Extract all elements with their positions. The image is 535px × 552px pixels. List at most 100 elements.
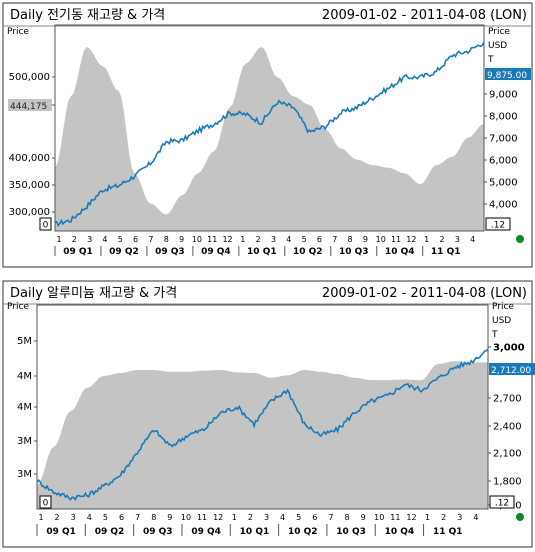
right-axis-label: USD: [492, 316, 511, 326]
x-month-label: 1: [38, 513, 43, 522]
plot-area: [37, 348, 488, 509]
x-quarter-label: 10 Q3: [339, 247, 369, 257]
left-tick-label: 4M: [17, 371, 32, 382]
x-month-label: 7: [135, 513, 140, 522]
x-quarter-label: 09 Q2: [109, 247, 139, 257]
right-axis-label: Price: [488, 27, 510, 37]
x-month-label: 6: [312, 513, 317, 522]
x-month-label: 12: [222, 235, 232, 244]
right-tick-label: 7,000: [489, 134, 518, 145]
x-quarter-label: 09 Q3: [143, 527, 173, 537]
x-quarter-label: 09 Q1: [46, 527, 76, 537]
x-quarter-label: 10 Q3: [336, 527, 366, 537]
x-month-label: 3: [271, 235, 276, 244]
x-month-label: 9: [179, 235, 184, 244]
x-month-label: 4: [286, 235, 291, 244]
chart-date-range: 2009-01-02 - 2011-04-08 (LON): [322, 286, 527, 301]
x-month-label: 6: [133, 235, 138, 244]
x-month-label: 2: [256, 235, 261, 244]
x-month-label: 1: [240, 235, 245, 244]
right-tick-label: 6,000: [489, 156, 518, 167]
right-scale-box-text: .12: [491, 221, 505, 231]
left-scale-box-text: 0: [43, 499, 49, 509]
x-month-label: 1: [425, 513, 430, 522]
x-month-label: 3: [455, 235, 460, 244]
x-month-label: 6: [119, 513, 124, 522]
x-month-label: 9: [361, 513, 366, 522]
right-value-badge-text: 2,712.00: [491, 366, 531, 376]
x-quarter-label: 11 Q1: [431, 247, 461, 257]
x-month-label: 3: [87, 235, 92, 244]
chart-date-range: 2009-01-02 - 2011-04-08 (LON): [322, 8, 527, 23]
x-month-label: 5: [302, 235, 307, 244]
left-value-badge: [8, 99, 52, 111]
x-month-label: 8: [164, 235, 169, 244]
x-month-label: 10: [374, 513, 384, 522]
chart-title: Daily 알루미늄 재고량 & 가격: [10, 286, 177, 301]
x-quarter-label: 09 Q1: [63, 247, 93, 257]
x-quarter-label: 10 Q2: [288, 527, 318, 537]
x-month-label: 2: [441, 513, 446, 522]
left-scale-box: [39, 495, 52, 509]
x-month-label: 2: [72, 235, 77, 244]
copper-chart-panel: Daily 전기동 재고량 & 가격 2009-01-02 - 2011-04-0…: [2, 2, 533, 268]
chart-title: Daily 전기동 재고량 & 가격: [10, 8, 165, 23]
x-month-label: 4: [473, 513, 478, 522]
left-tick-label: 4M: [17, 402, 32, 413]
x-month-label: 1: [424, 235, 429, 244]
x-month-label: 12: [213, 513, 223, 522]
plot-area: [55, 41, 484, 231]
right-tick-label: 3,000: [493, 343, 525, 354]
right-tick-label: 8,000: [489, 112, 518, 123]
left-scale-box-text: 0: [43, 221, 49, 231]
x-month-label: 11: [207, 235, 217, 244]
right-axis-label: USD: [488, 41, 507, 51]
right-value-badge: [489, 363, 535, 375]
right-tick-label: 5,000: [489, 178, 518, 189]
x-quarter-label: 09 Q3: [155, 247, 185, 257]
left-tick-label: 300,000: [9, 207, 50, 218]
right-scale-box: [489, 495, 515, 509]
x-month-label: 3: [71, 513, 76, 522]
right-scale-box-text: .12: [495, 499, 509, 509]
x-month-label: 4: [280, 513, 285, 522]
inventory-area: [37, 361, 488, 509]
right-tick-label: 2,100: [493, 449, 522, 460]
x-quarter-label: 09 Q4: [201, 247, 231, 257]
x-month-label: 6: [317, 235, 322, 244]
x-month-label: 12: [406, 513, 416, 522]
right-scale-box: [485, 217, 511, 231]
right-axis-label: T: [491, 330, 498, 340]
x-month-label: 12: [406, 235, 416, 244]
x-month-label: 11: [197, 513, 207, 522]
x-month-label: 5: [296, 513, 301, 522]
right-value-badge: [485, 68, 531, 80]
x-quarter-label: 10 Q2: [293, 247, 323, 257]
x-month-label: 7: [332, 235, 337, 244]
right-axis-label: Price: [492, 302, 514, 312]
x-month-label: 4: [102, 235, 107, 244]
x-quarter-label: 10 Q4: [385, 247, 415, 257]
right-value-badge-text: 9,875.00: [487, 71, 527, 81]
x-month-label: 10: [181, 513, 191, 522]
x-month-label: 8: [344, 513, 349, 522]
x-month-label: 2: [248, 513, 253, 522]
x-quarter-label: 10 Q1: [240, 527, 270, 537]
left-tick-label: 5M: [17, 336, 32, 347]
x-month-label: 8: [151, 513, 156, 522]
status-dot: [516, 235, 524, 243]
x-month-label: 10: [376, 235, 386, 244]
x-month-label: 11: [390, 513, 400, 522]
x-quarter-label: 10 Q4: [385, 527, 415, 537]
x-month-label: 10: [192, 235, 202, 244]
x-month-label: 2: [55, 513, 60, 522]
left-tick-label: 400,000: [9, 153, 50, 164]
right-axis-label: T: [487, 55, 494, 65]
x-month-label: 1: [232, 513, 237, 522]
price-line: [55, 41, 484, 227]
left-tick-label: 3M: [17, 469, 32, 480]
left-scale-box: [39, 217, 52, 231]
x-month-label: 4: [87, 513, 92, 522]
x-month-label: 7: [328, 513, 333, 522]
left-tick-label: 500,000: [9, 72, 50, 83]
